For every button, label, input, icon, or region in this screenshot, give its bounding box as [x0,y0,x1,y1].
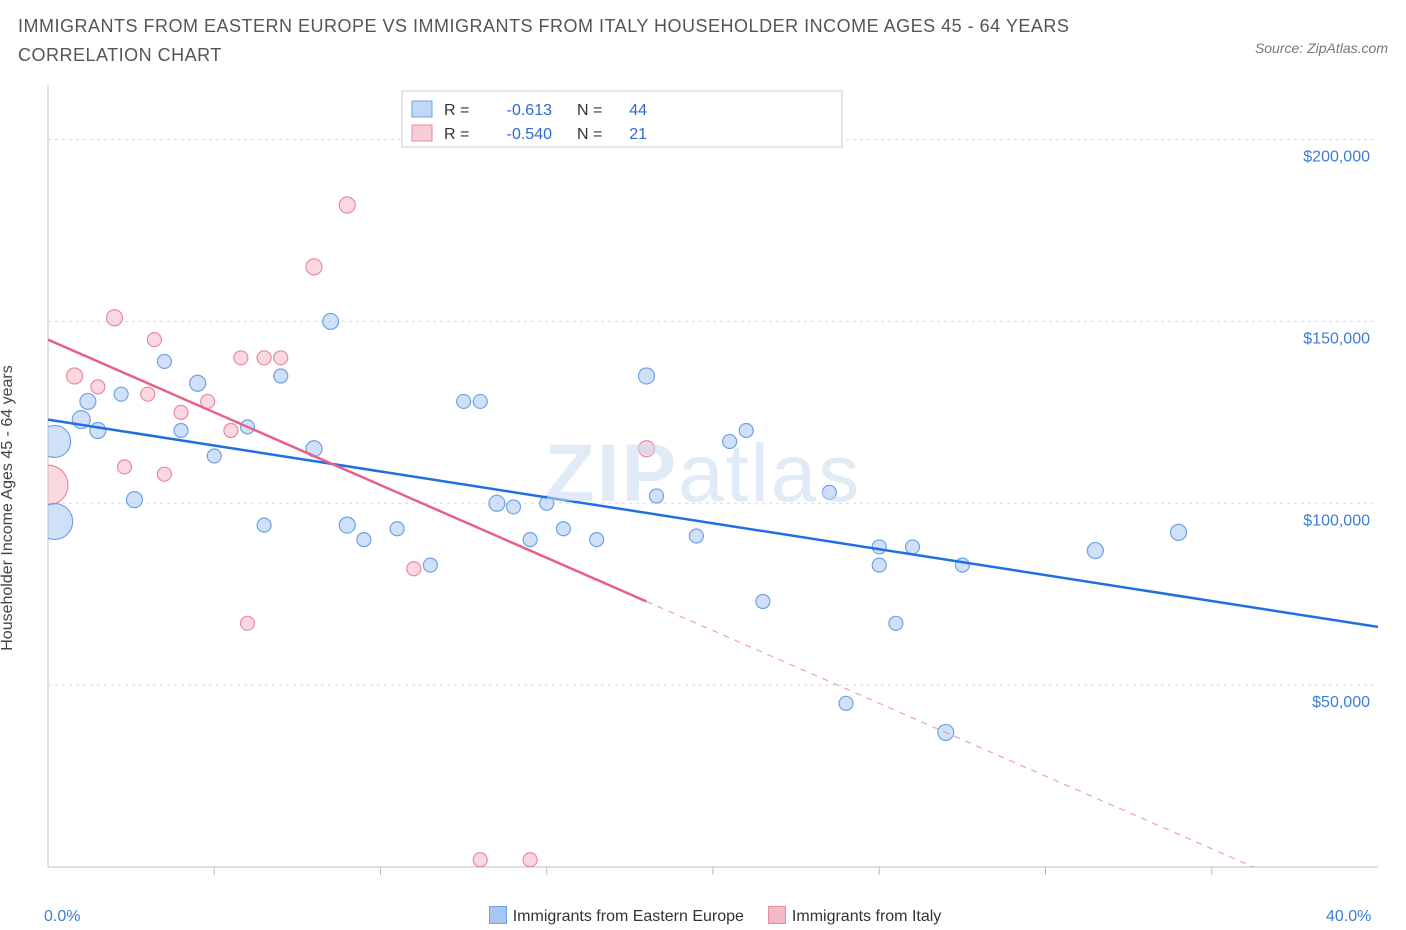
scatter-chart: $50,000 $100,000 $150,000 $200,000 R = -0.613… [0,85,1406,885]
svg-text:$50,000: $50,000 [1312,694,1370,711]
svg-text:R =: R = [444,102,469,119]
x-axis-max-label: 40.0% [1326,908,1371,926]
svg-text:-0.613: -0.613 [507,102,552,119]
svg-text:$150,000: $150,000 [1303,330,1370,347]
svg-text:N =: N = [577,102,602,119]
svg-text:$200,000: $200,000 [1303,149,1370,166]
svg-text:21: 21 [629,126,647,143]
y-axis-label: Householder Income Ages 45 - 64 years [0,365,17,651]
svg-text:-0.540: -0.540 [507,126,552,143]
chart-title: IMMIGRANTS FROM EASTERN EUROPE VS IMMIGR… [18,12,1118,70]
svg-text:N =: N = [577,126,602,143]
source-credit: Source: ZipAtlas.com [1255,40,1388,56]
svg-text:$100,000: $100,000 [1303,512,1370,529]
svg-text:R =: R = [444,126,469,143]
x-axis-min-label: 0.0% [44,908,80,926]
bottom-legend: Immigrants from Eastern EuropeImmigrants… [0,906,1406,926]
svg-text:44: 44 [629,102,647,119]
